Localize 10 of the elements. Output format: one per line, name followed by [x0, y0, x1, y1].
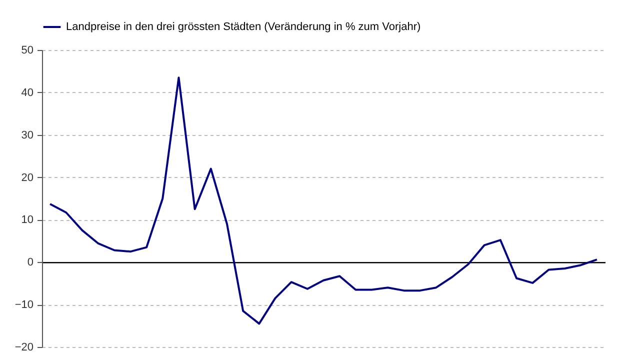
y-tick-label: 40	[21, 86, 34, 99]
y-tick-label: 0	[27, 256, 34, 269]
y-tick-label: 30	[21, 129, 34, 142]
y-tick-label: 50	[21, 44, 34, 56]
legend-label: Landpreise in den drei grössten Städten (Veränderung in % zum Vorjahr)	[66, 21, 421, 33]
line-series	[49, 76, 598, 325]
y-tick-label: 10	[21, 214, 34, 226]
y-tick-label: −10	[14, 299, 34, 312]
y-tick-label: 20	[21, 172, 34, 184]
y-tick-label: −20	[14, 342, 34, 354]
